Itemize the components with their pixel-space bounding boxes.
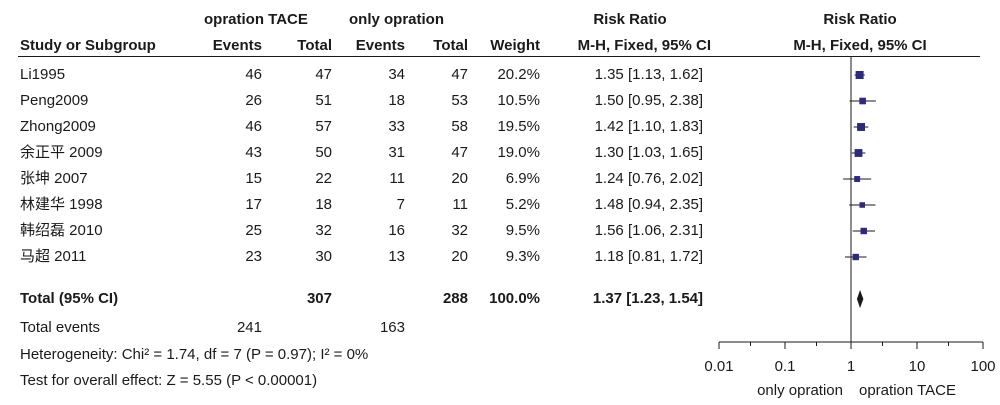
risk-ratio-ci: 1.24 [0.76, 2.02] [594,170,703,187]
events2: 7 [396,196,405,213]
events1: 43 [245,144,262,161]
plot-title: Risk Ratio [823,11,897,28]
risk-ratio-ci: 1.50 [0.95, 2.38] [594,92,703,109]
weight: 20.2% [497,66,540,83]
total1: 22 [315,170,332,187]
favours-right-label: opration TACE [859,382,956,399]
study-name: 林建华 1998 [20,196,103,213]
total-ci: 1.37 [1.23, 1.54] [592,290,703,307]
total2: 58 [451,118,468,135]
study-name: 余正平 2009 [20,144,103,161]
risk-ratio-ci: 1.48 [0.94, 2.35] [594,196,703,213]
total-label: Total (95% CI) [20,290,119,307]
col-events2-header: Events [355,37,405,54]
study-marker [859,202,866,208]
total-weight: 100.0% [489,290,540,307]
total2: 47 [451,144,468,161]
total1: 18 [315,196,332,213]
plot-method-header: M-H, Fixed, 95% CI [793,37,927,54]
col-events1-header: Events [212,37,262,54]
total1: 47 [315,66,332,83]
events2: 33 [388,118,405,135]
weight: 6.9% [505,170,540,187]
events2: 31 [388,144,405,161]
risk-ratio-ci: 1.35 [1.13, 1.62] [594,66,703,83]
total1: 57 [315,118,332,135]
total2: 53 [451,92,468,109]
events1: 17 [245,196,262,213]
events2: 13 [388,248,405,265]
overall-effect-text: Test for overall effect: Z = 5.55 (P < 0… [20,372,318,389]
heterogeneity-text: Heterogeneity: Chi² = 1.74, df = 7 (P = … [20,346,369,363]
total-t2: 288 [442,290,468,307]
x-tick-label: 100 [970,358,995,375]
weight: 10.5% [497,92,540,109]
weight: 9.5% [505,222,540,239]
total-t1: 307 [306,290,332,307]
events1: 46 [245,66,262,83]
weight: 19.5% [497,118,540,135]
favours-left-label: only opration [757,382,843,399]
weight: 5.2% [505,196,540,213]
events2: 11 [389,170,405,187]
total1: 50 [315,144,332,161]
events1: 46 [245,118,262,135]
x-tick-label: 0.1 [775,358,796,375]
col-method-header: M-H, Fixed, 95% CI [577,37,711,54]
events1: 23 [245,248,262,265]
study-name: Zhong2009 [20,118,96,135]
events2: 34 [388,66,405,83]
total-events-e1: 241 [236,319,262,336]
weight: 9.3% [505,248,540,265]
x-tick-label: 1 [847,358,855,375]
study-name: 马超 2011 [20,248,87,265]
col-total2-header: Total [433,37,468,54]
weight: 19.0% [497,144,540,161]
total2: 20 [451,170,468,187]
total-events-label: Total events [20,319,101,336]
study-marker [857,123,866,131]
total2: 47 [451,66,468,83]
events1: 15 [245,170,262,187]
total2: 20 [451,248,468,265]
total2: 11 [452,196,468,213]
events1: 25 [245,222,262,239]
risk-ratio-ci: 1.18 [0.81, 1.72] [594,248,703,265]
study-marker [854,176,861,182]
study-marker [860,227,867,235]
study-name: Peng2009 [20,92,89,109]
events2: 16 [388,222,405,239]
events2: 18 [388,92,405,109]
total-events-e2: 163 [379,319,405,336]
study-marker [859,97,866,105]
group2-header: only opration [349,11,444,28]
col-total1-header: Total [297,37,332,54]
group1-header: opration TACE [204,11,308,28]
events1: 26 [245,92,262,109]
study-name: 韩绍磊 2010 [20,222,103,239]
risk-ratio-ci: 1.30 [1.03, 1.65] [594,144,703,161]
x-tick-label: 10 [909,358,926,375]
total1: 30 [315,248,332,265]
pooled-diamond [856,290,864,308]
header-underline [18,56,980,57]
col-weight-header: Weight [490,37,540,54]
x-tick-label: 0.01 [704,358,733,375]
study-name: Li1995 [20,66,66,83]
total1: 32 [315,222,332,239]
study-marker [855,71,864,79]
study-marker [854,149,863,157]
total2: 32 [451,222,468,239]
risk-ratio-ci: 1.56 [1.06, 2.31] [594,222,703,239]
rr-column-title: Risk Ratio [593,11,667,28]
study-name: 张坤 2007 [20,170,88,187]
col-study-header: Study or Subgroup [20,37,156,54]
total1: 51 [315,92,332,109]
risk-ratio-ci: 1.42 [1.10, 1.83] [594,118,703,135]
study-marker [852,253,859,261]
